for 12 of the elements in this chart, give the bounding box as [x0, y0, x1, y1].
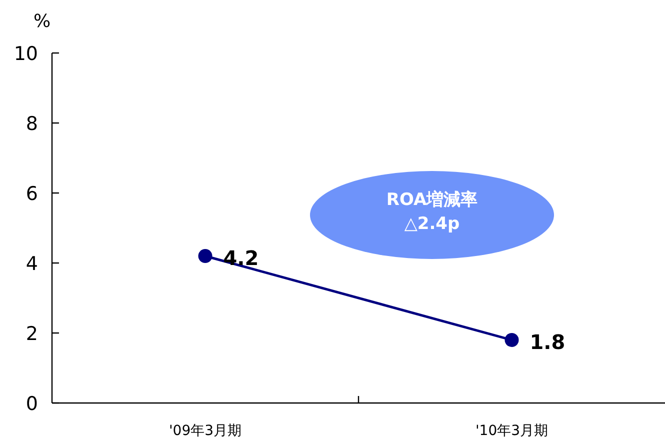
y-tick-label: 8 — [26, 113, 38, 135]
data-label: 4.2 — [223, 246, 259, 270]
y-tick-label: 6 — [26, 183, 38, 205]
y-tick-label: 10 — [14, 43, 38, 65]
x-tick-label: '09年3月期 — [168, 423, 242, 439]
data-label: 1.8 — [530, 330, 566, 354]
y-tick-label: 4 — [26, 253, 38, 275]
x-tick-label: '10年3月期 — [475, 423, 548, 439]
annotation: ROA増減率 △2.4p — [386, 189, 478, 234]
y-axis-title: % — [33, 11, 51, 32]
y-tick-label: 0 — [26, 393, 38, 415]
y-tick-label: 2 — [26, 323, 38, 345]
